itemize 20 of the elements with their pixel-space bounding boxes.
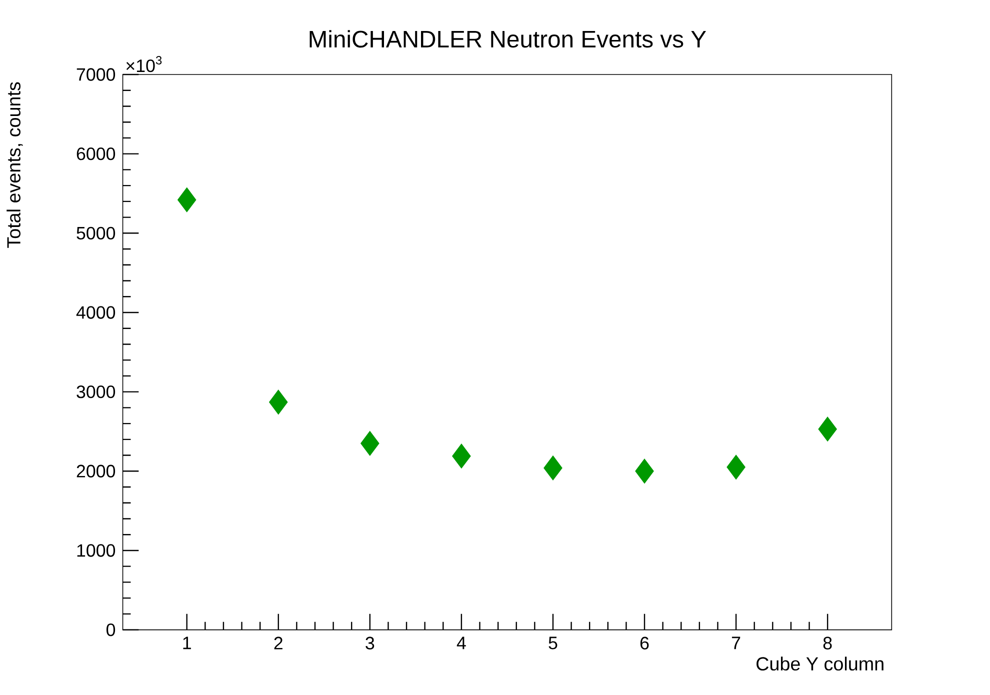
y-tick-label: 4000: [76, 306, 116, 319]
x-tick-label: 5: [548, 636, 558, 650]
chart-title: MiniCHANDLER Neutron Events vs Y: [310, 30, 706, 48]
x-tick-label: 2: [274, 636, 282, 650]
x-tick-label: 1: [183, 636, 191, 649]
x-tick-label: 6: [640, 636, 649, 650]
x-tick-label: 7: [732, 636, 740, 649]
y-tick-label: 2000: [76, 464, 116, 478]
y-tick-label: 5000: [76, 226, 116, 240]
y-tick-label: 0: [106, 623, 116, 636]
y-axis-title: Total events, counts: [6, 82, 23, 248]
y-tick-label: 6000: [76, 147, 116, 160]
y-tick-label: 3000: [76, 385, 116, 398]
text: ×10$^{3}$: [126, 56, 162, 72]
x-tick-label: 4: [456, 636, 466, 649]
x-tick-label: 3: [366, 636, 374, 650]
x-axis-title: Cube Y column: [756, 656, 884, 670]
x-tick-label: 8: [823, 636, 832, 650]
y-tick-label: 1000: [77, 544, 116, 557]
y-tick-label: 7000: [76, 68, 116, 81]
